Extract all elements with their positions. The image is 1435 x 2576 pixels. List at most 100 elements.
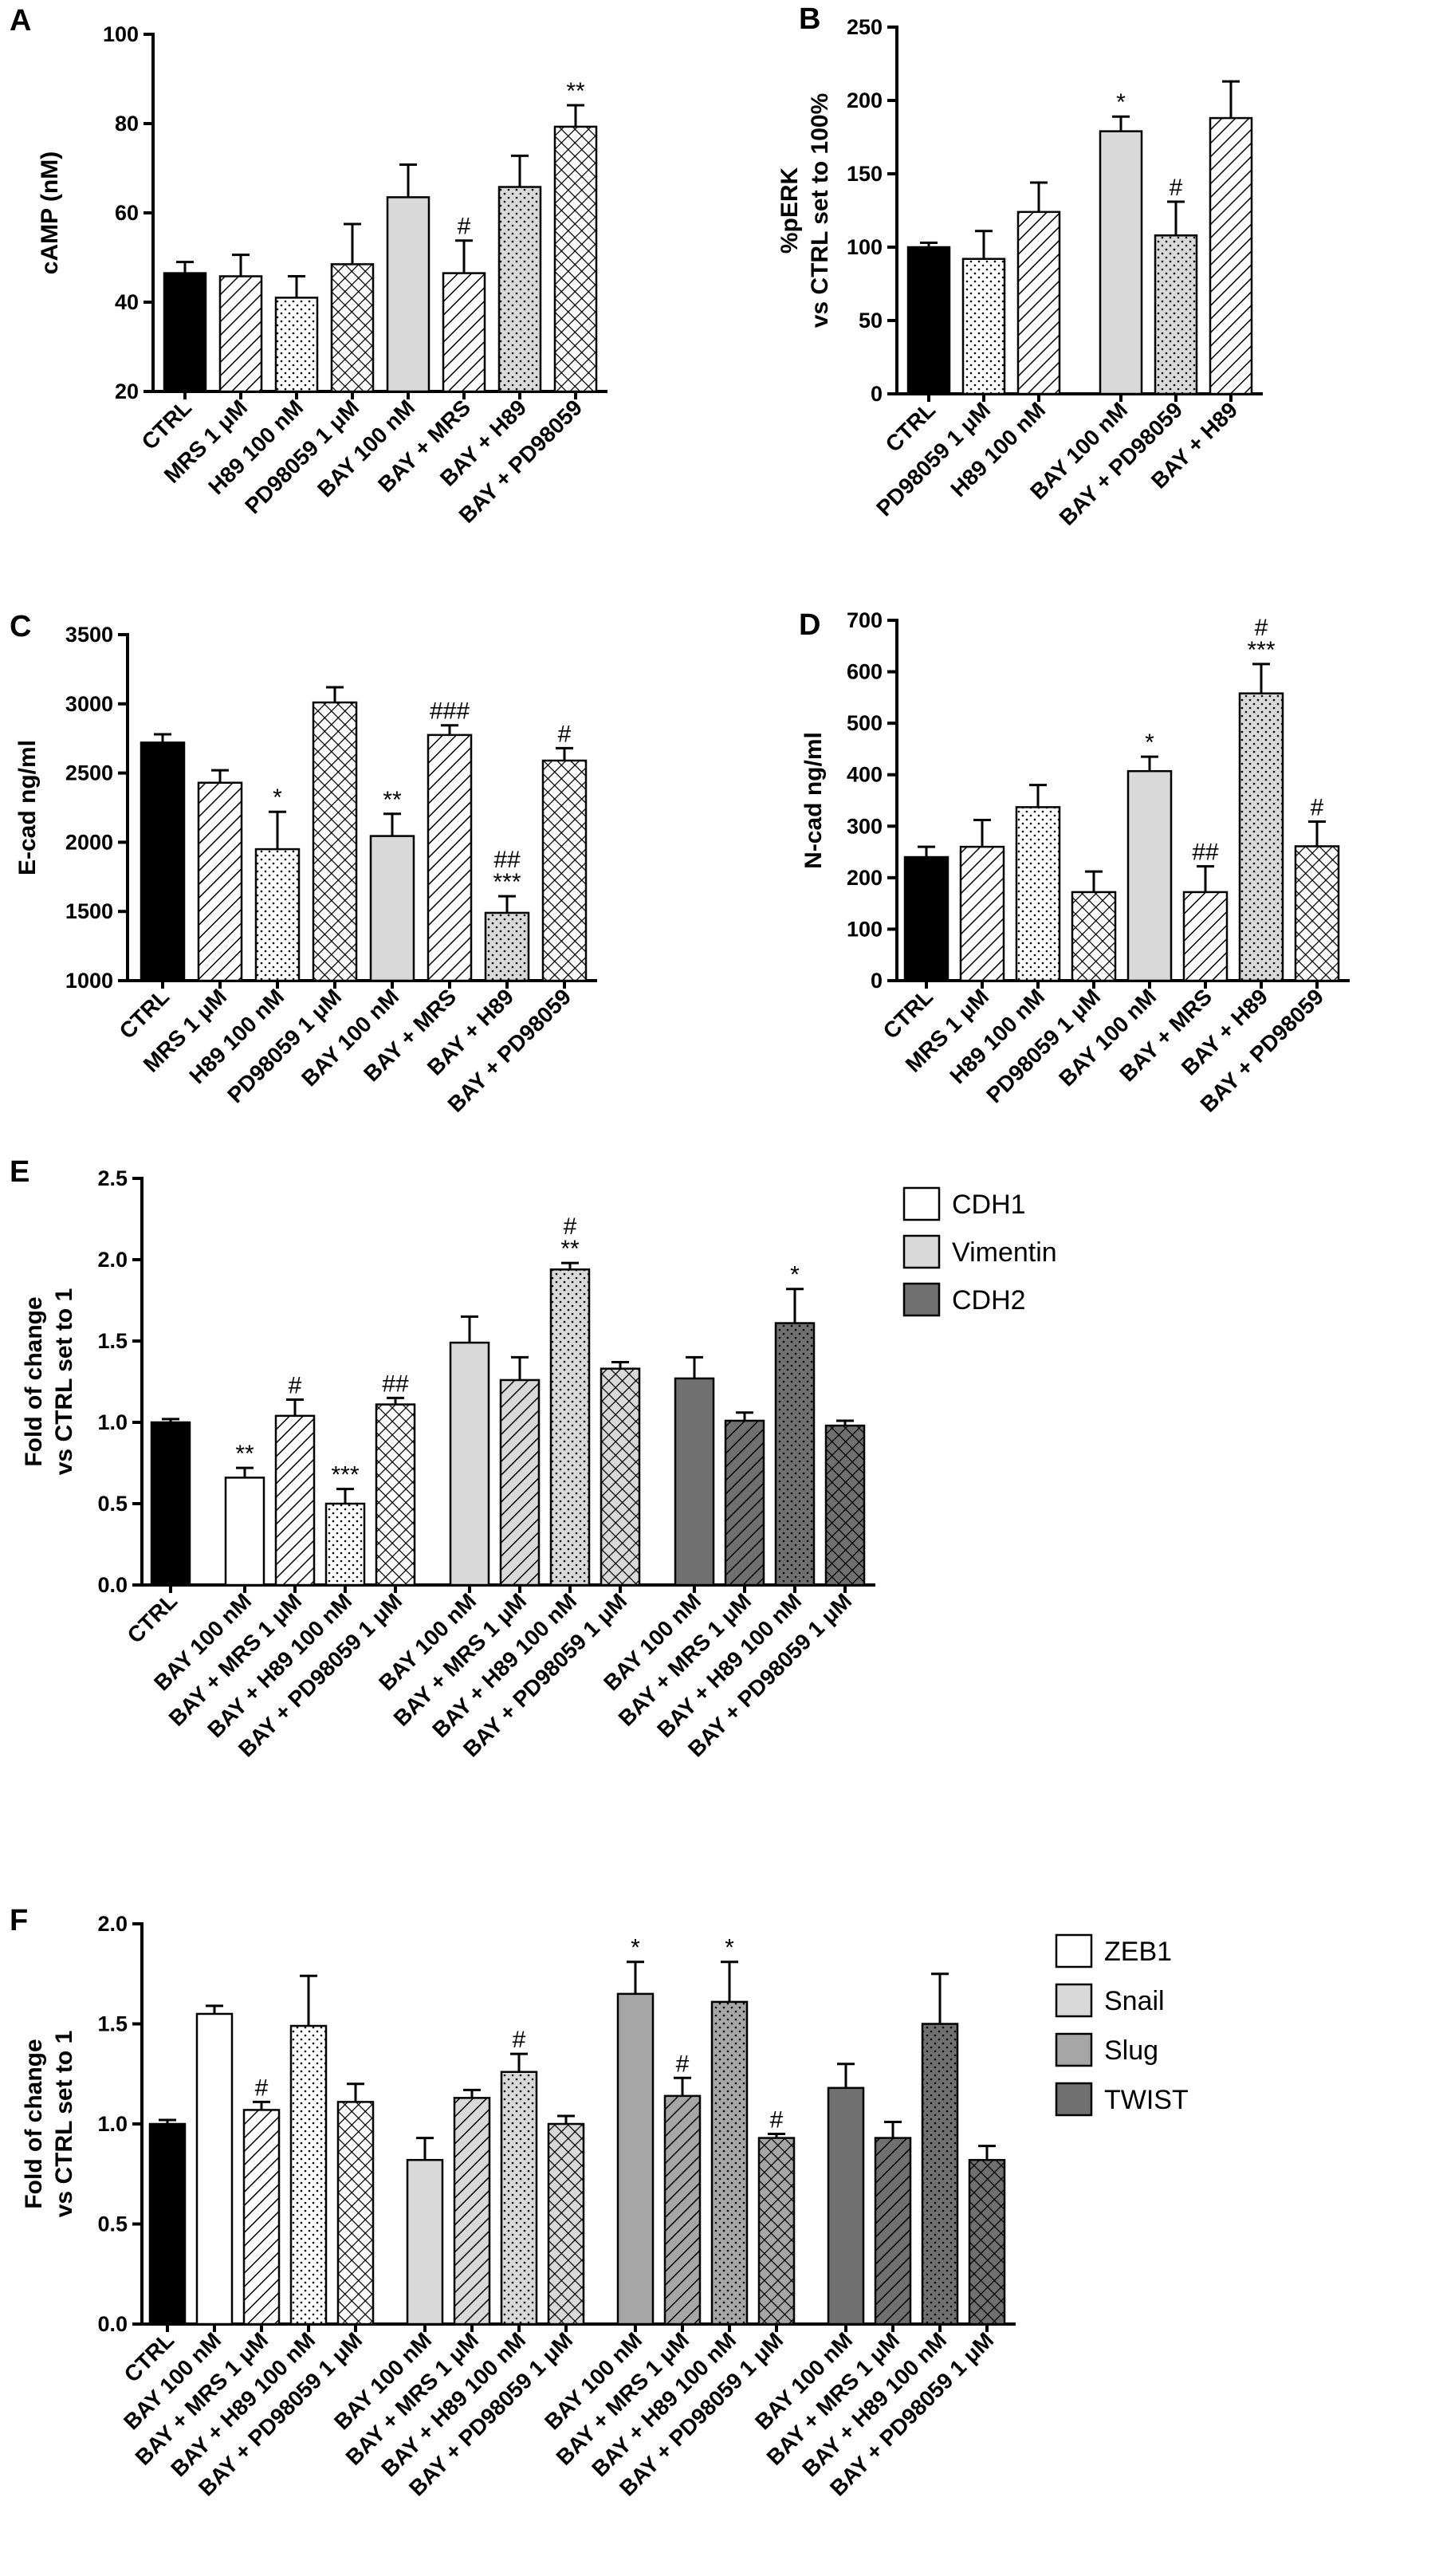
bar xyxy=(224,1477,265,1587)
bar xyxy=(484,911,530,982)
bar xyxy=(547,2122,585,2326)
panel-label: C xyxy=(10,610,31,643)
significance-label: ** xyxy=(560,1236,580,1262)
panel-label: F xyxy=(10,1904,28,1937)
bar xyxy=(375,1403,416,1587)
legend-label: ZEB1 xyxy=(1104,1937,1172,1967)
y-tick-label: 3000 xyxy=(65,692,113,716)
y-tick-label: 400 xyxy=(847,763,883,787)
bar xyxy=(921,2023,959,2326)
bar xyxy=(1016,210,1061,395)
y-tick-label: 200 xyxy=(847,88,883,112)
bar xyxy=(274,1414,316,1587)
legend-swatch xyxy=(1055,1933,1093,1968)
y-tick-label: 2000 xyxy=(65,830,113,854)
bar xyxy=(442,272,486,393)
y-axis-label: cAMP (nM) xyxy=(37,151,63,274)
legend-label: Slug xyxy=(1104,2035,1158,2066)
y-tick-label: 100 xyxy=(847,235,883,259)
chart-f: F Fold of change vs CTRL set to 1 0.0 0.5 1.0… xyxy=(10,1904,1189,2501)
bar xyxy=(774,1322,816,1587)
bar xyxy=(724,1419,765,1587)
y-tick-label: 2500 xyxy=(65,761,113,785)
bar xyxy=(197,781,243,982)
y-tick-label: 150 xyxy=(847,162,883,186)
significance-label: * xyxy=(1116,89,1126,116)
panel-label: E xyxy=(10,1155,29,1189)
y-axis-label: vs CTRL set to 1 xyxy=(51,1288,77,1476)
significance-label: # xyxy=(1255,615,1268,641)
bar xyxy=(499,1378,541,1587)
significance-label: # xyxy=(513,2027,526,2053)
bar xyxy=(710,2000,749,2326)
bar xyxy=(827,2086,865,2326)
y-tick-label: 1500 xyxy=(65,899,113,923)
bar xyxy=(330,263,375,393)
y-axis-label: Fold of change xyxy=(21,1296,47,1466)
significance-label: ** xyxy=(383,787,402,813)
significance-label: ### xyxy=(430,698,470,725)
bar xyxy=(663,2094,702,2326)
significance-label: # xyxy=(1170,175,1183,201)
bar xyxy=(1126,769,1173,982)
y-tick-label: 250 xyxy=(847,15,883,39)
bar xyxy=(218,275,263,393)
bar xyxy=(312,701,358,982)
significance-label: ## xyxy=(1192,840,1219,866)
significance-label: ** xyxy=(235,1441,254,1467)
bar xyxy=(1238,692,1284,982)
panel-label: B xyxy=(799,2,820,36)
bar xyxy=(874,2137,912,2326)
significance-label: # xyxy=(255,2075,269,2101)
bar xyxy=(903,855,949,982)
legend-swatch xyxy=(1055,2082,1093,2117)
bar xyxy=(1154,234,1198,395)
y-tick-label: 3500 xyxy=(65,623,113,647)
significance-label: * xyxy=(1145,730,1154,756)
legend-label: CDH2 xyxy=(952,1285,1026,1316)
significance-label: *** xyxy=(1247,637,1275,663)
y-tick-label: 0.0 xyxy=(97,2312,128,2336)
bar xyxy=(1182,891,1229,982)
significance-label: * xyxy=(790,1262,800,1288)
bar xyxy=(906,246,951,395)
y-tick-label: 1.5 xyxy=(97,2012,128,2036)
y-tick-label: 20 xyxy=(115,380,139,403)
y-tick-label: 0.5 xyxy=(97,1492,128,1516)
y-tick-label: 40 xyxy=(115,290,139,314)
bar xyxy=(674,1377,715,1587)
bar xyxy=(140,741,186,982)
chart-e: E Fold of change vs CTRL set to 1 0.0 0.5 1.0… xyxy=(10,1155,1057,1762)
bar xyxy=(386,196,431,393)
significance-label: ## xyxy=(382,1371,409,1397)
y-tick-label: 1.5 xyxy=(97,1329,128,1353)
bar xyxy=(453,2097,491,2326)
y-axis-label: N-cad ng/ml xyxy=(800,732,827,869)
bar xyxy=(757,2137,796,2326)
significance-label: # xyxy=(676,2051,690,2077)
significance-label: # xyxy=(289,1372,302,1398)
x-tick-label: CTRL xyxy=(123,1588,183,1648)
chart-b: B %pERK vs CTRL set to 100% 0 50 100 150 200 250… xyxy=(776,2,1263,530)
y-tick-label: 0.5 xyxy=(97,2212,128,2236)
bar xyxy=(500,2071,538,2326)
bar xyxy=(553,125,598,393)
bar xyxy=(406,2158,444,2326)
significance-label: *** xyxy=(331,1462,359,1489)
bar xyxy=(427,733,473,982)
legend-label: CDH1 xyxy=(952,1190,1026,1220)
y-axis-label: vs CTRL set to 100% xyxy=(807,93,833,328)
y-tick-label: 100 xyxy=(103,22,139,46)
y-tick-label: 1.0 xyxy=(97,2112,128,2136)
y-tick-label: 2.0 xyxy=(97,1912,128,1936)
significance-label: *** xyxy=(493,869,521,895)
significance-label: # xyxy=(770,2107,784,2134)
y-axis-label: vs CTRL set to 1 xyxy=(51,2031,77,2218)
legend-swatch xyxy=(902,1186,941,1221)
legend-swatch xyxy=(902,1234,941,1269)
legend-swatch xyxy=(1055,2032,1093,2067)
y-tick-label: 700 xyxy=(847,608,883,632)
y-tick-label: 1000 xyxy=(65,969,113,993)
bar xyxy=(959,845,1005,982)
